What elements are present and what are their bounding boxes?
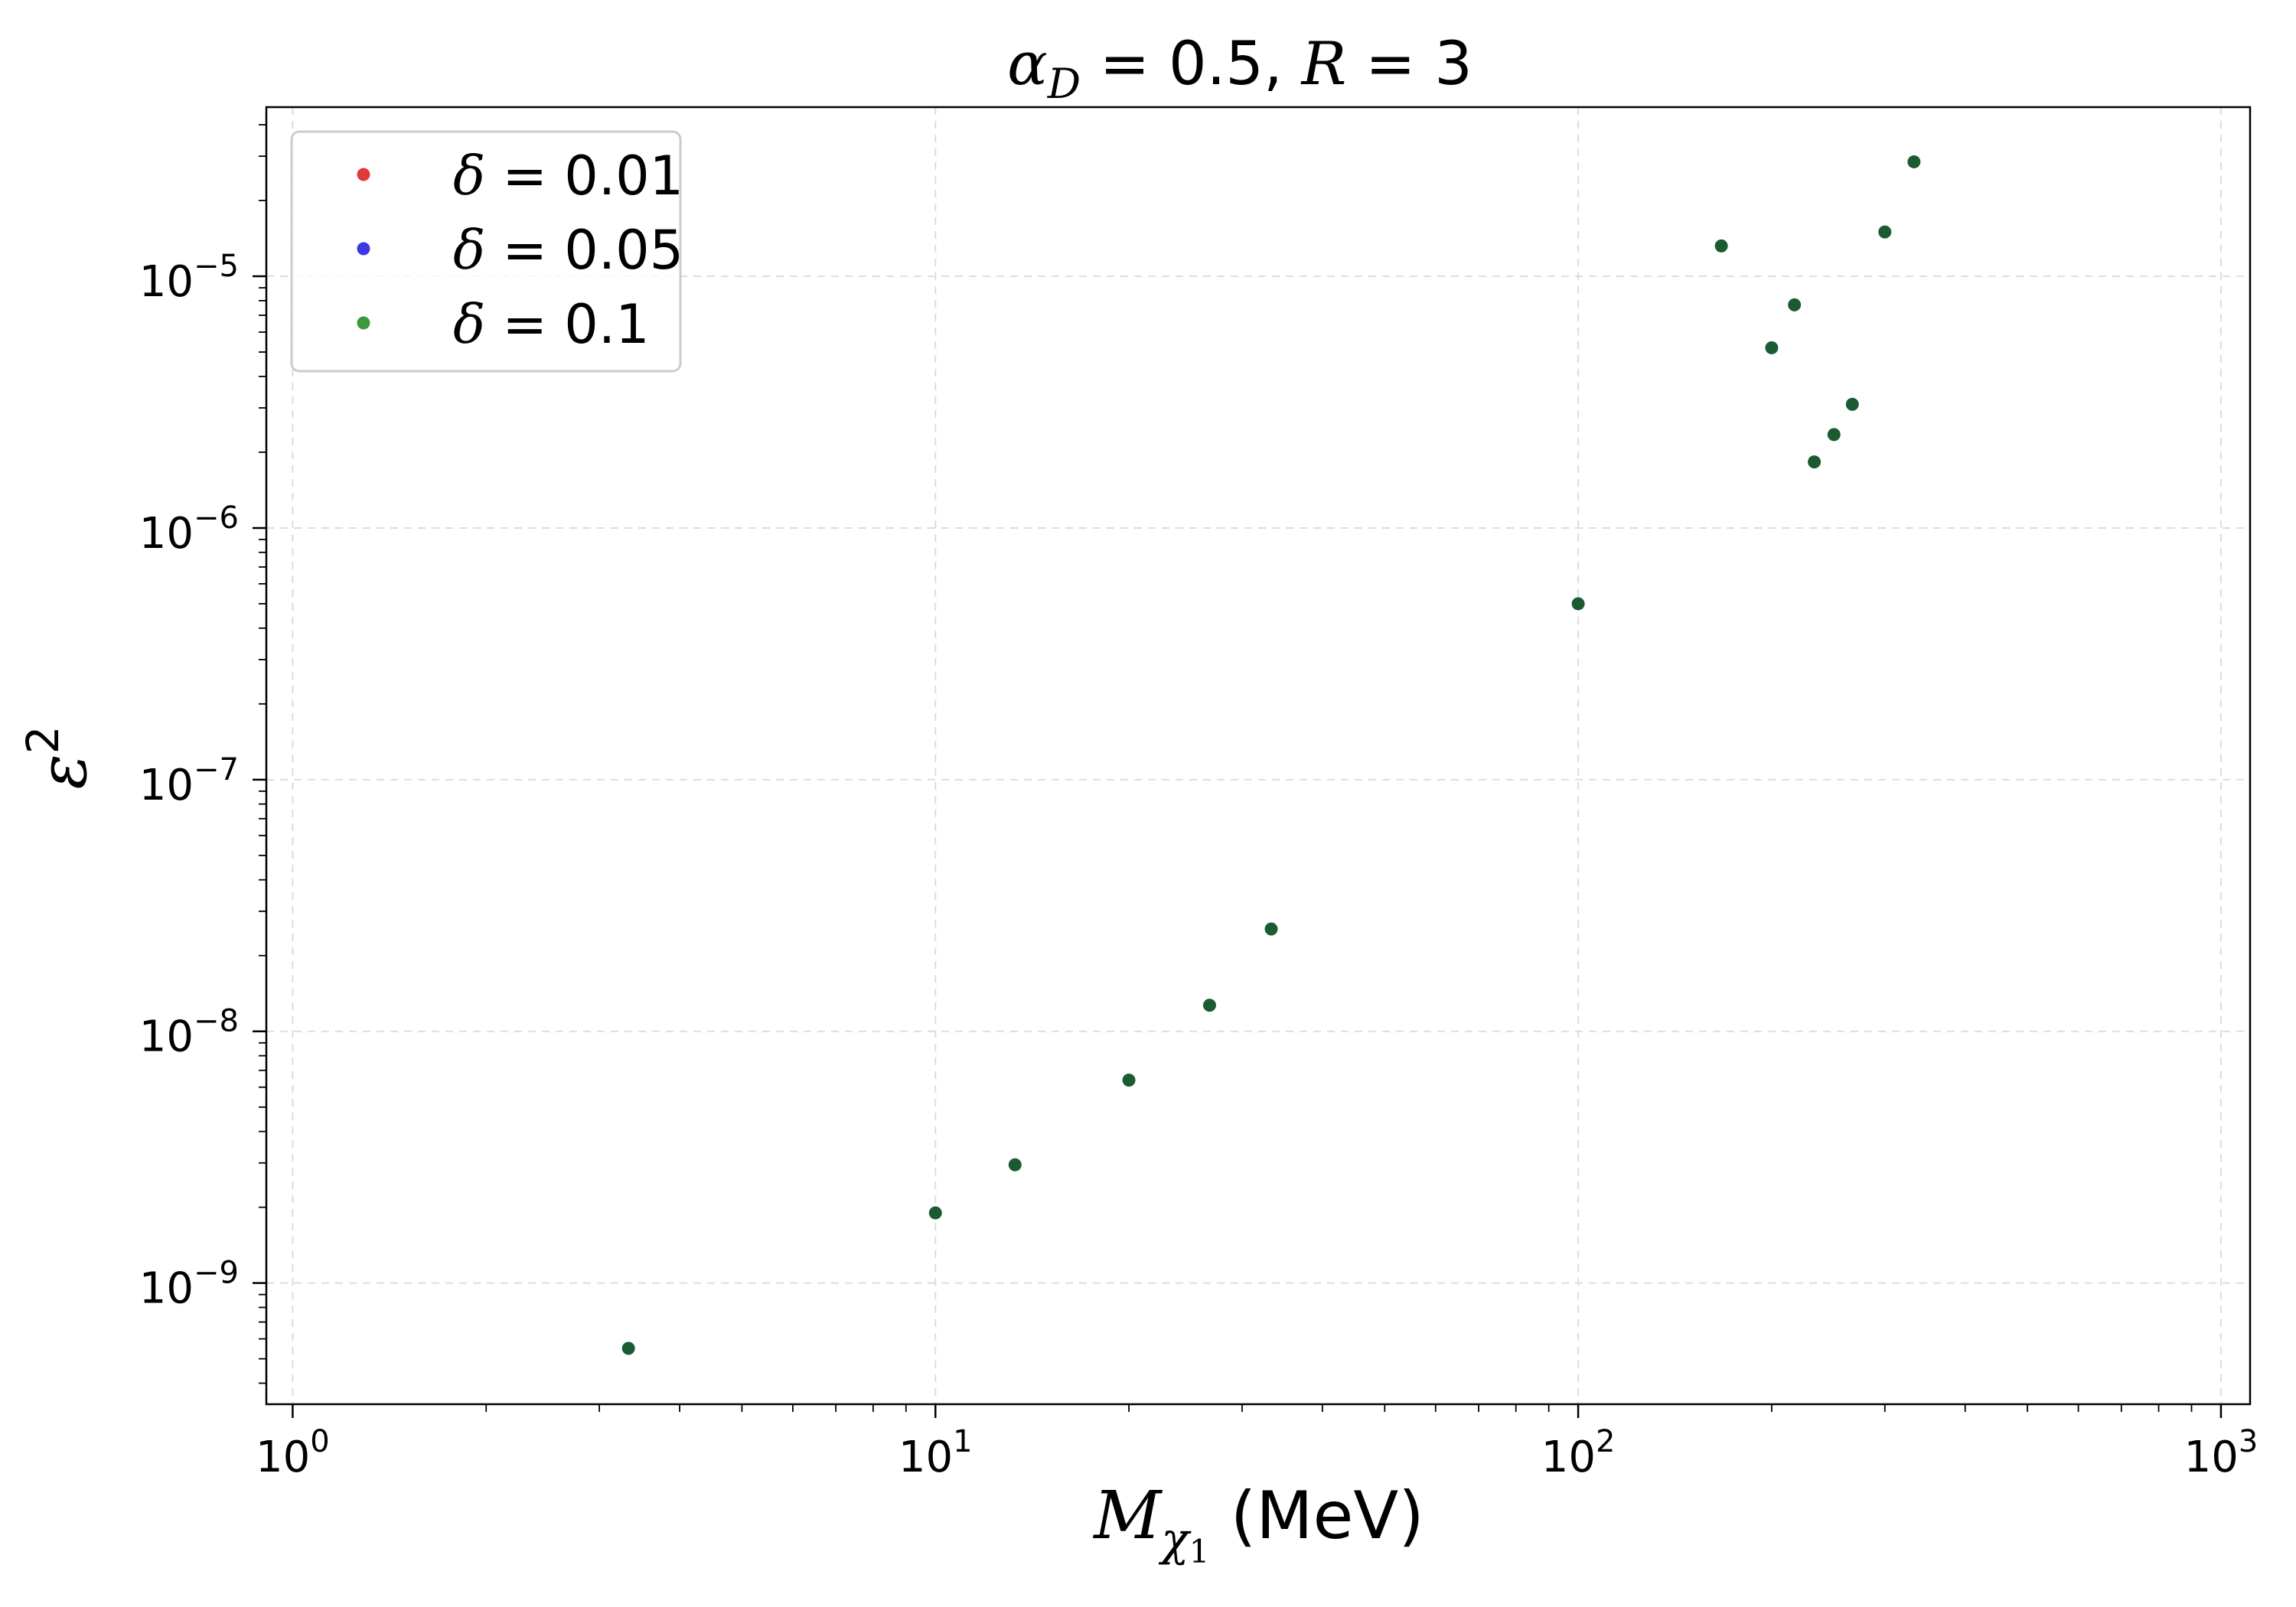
data-point-series-2	[1008, 1158, 1022, 1172]
legend-marker-1	[357, 242, 370, 256]
y-tick-label: 10−8	[139, 1004, 239, 1062]
plot-area-frame	[265, 106, 2252, 1406]
data-point-series-2	[621, 1341, 635, 1355]
y-axis-label: ε2	[17, 725, 102, 789]
data-point-series-2	[1907, 155, 1921, 168]
data-point-series-2	[1264, 922, 1278, 936]
scatter-points	[621, 155, 1921, 1355]
data-point-series-2	[1845, 397, 1859, 411]
data-point-series-2	[1788, 298, 1802, 311]
y-tick-label: 10−5	[139, 249, 239, 307]
x-tick-label: 103	[2184, 1424, 2258, 1482]
legend-label-0: δ = 0.01	[453, 145, 683, 207]
legend-label-2: δ = 0.1	[453, 293, 650, 356]
data-point-series-2	[1827, 428, 1841, 442]
x-tick-label: 102	[1541, 1424, 1616, 1482]
x-tick-label: 100	[256, 1424, 330, 1482]
legend-marker-0	[357, 168, 370, 181]
data-point-series-2	[1714, 239, 1728, 253]
data-point-series-2	[1878, 225, 1892, 239]
data-point-series-2	[1122, 1073, 1136, 1087]
axis-ticks: 100 101 102 103 10−9 10−8 10−7 10−6 10−5	[139, 124, 2258, 1482]
legend: δ = 0.01 δ = 0.05 δ = 0.1	[290, 130, 683, 373]
data-point-series-2	[1765, 341, 1779, 354]
legend-label-1: δ = 0.05	[453, 219, 683, 282]
data-point-series-2	[1571, 597, 1585, 611]
y-tick-label: 10−7	[139, 752, 239, 810]
data-point-series-2	[928, 1206, 942, 1220]
data-point-series-2	[1202, 999, 1216, 1012]
x-axis-label: Mχ1 (MeV)	[1092, 1478, 1424, 1570]
data-point-series-2	[1808, 455, 1821, 469]
legend-box	[290, 130, 682, 373]
legend-marker-2	[357, 316, 370, 330]
y-tick-label: 10−6	[139, 500, 239, 559]
y-tick-label: 10−9	[139, 1256, 239, 1314]
x-tick-label: 101	[899, 1424, 973, 1482]
chart-title: αD = 0.5, R = 3	[1007, 30, 1473, 108]
